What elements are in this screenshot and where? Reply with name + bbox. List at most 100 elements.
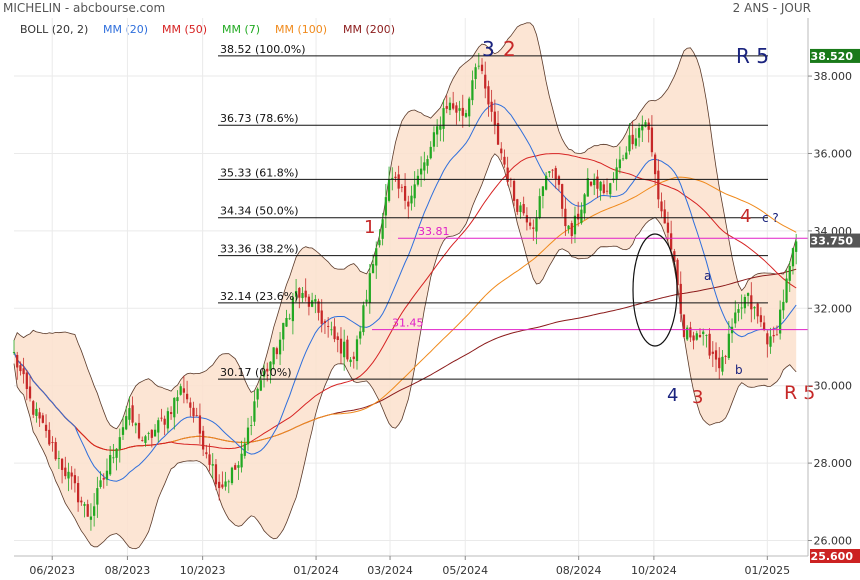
candle-body xyxy=(766,333,769,345)
candle-body xyxy=(205,452,208,455)
candle-body xyxy=(644,122,647,127)
candle-body xyxy=(28,386,32,399)
candle-body xyxy=(182,388,186,393)
candle-body xyxy=(22,368,25,375)
candle-body xyxy=(314,299,317,302)
candle-body xyxy=(487,86,490,105)
candle-body xyxy=(125,416,128,430)
chart-title: MICHELIN - abcbourse.com xyxy=(3,1,166,15)
bollinger-band xyxy=(13,22,797,550)
candle-body xyxy=(359,331,362,339)
x-tick-label: 01/2024 xyxy=(293,564,339,577)
candle-body xyxy=(772,335,775,337)
candle-body xyxy=(16,354,19,368)
candle-body xyxy=(718,357,721,369)
candle-body xyxy=(339,338,343,354)
candle-body xyxy=(439,125,442,130)
candle-body xyxy=(682,314,686,337)
candle-body xyxy=(179,386,182,395)
fib-label: 38.52 (100.0%) xyxy=(220,43,306,56)
candle-body xyxy=(397,174,400,189)
candle-body xyxy=(243,443,246,456)
candle-body xyxy=(102,478,105,480)
candle-body xyxy=(557,176,561,185)
x-tick-label: 06/2023 xyxy=(29,564,75,577)
candle-body xyxy=(689,327,692,338)
y-tick-label: 30.000 xyxy=(814,380,853,393)
x-tick-label: 01/2025 xyxy=(744,564,790,577)
candle-body xyxy=(445,106,448,109)
candle-body xyxy=(605,190,609,192)
bollinger-upper xyxy=(13,22,797,430)
candle-body xyxy=(109,455,112,475)
candle-body xyxy=(561,184,564,209)
candle-body xyxy=(60,458,64,470)
candle-body xyxy=(355,339,359,362)
candle-body xyxy=(493,111,496,126)
legend-mm50: MM (50) xyxy=(162,23,208,36)
candle-body xyxy=(144,436,147,443)
candle-body xyxy=(378,240,381,246)
x-tick-label: 10/2024 xyxy=(631,564,677,577)
candle-body xyxy=(12,352,16,353)
candle-body xyxy=(496,122,500,145)
candle-body xyxy=(750,295,753,310)
candle-body xyxy=(468,98,471,117)
candle-body xyxy=(721,356,724,372)
candle-body xyxy=(602,184,605,194)
candle-body xyxy=(734,312,737,324)
candle-body xyxy=(365,299,368,302)
candle-body xyxy=(599,181,602,191)
y-tick-label: 36.000 xyxy=(814,147,853,160)
candle-body xyxy=(250,425,253,426)
wave-label: 1 xyxy=(364,217,375,238)
horizontal-line-label: 31.45 xyxy=(392,317,424,330)
bollinger-lower xyxy=(13,153,797,550)
candle-body xyxy=(256,388,259,400)
wave-label: 2 xyxy=(503,37,516,61)
candle-body xyxy=(519,205,522,213)
candle-body xyxy=(419,168,423,175)
candle-body xyxy=(535,218,538,232)
candle-body xyxy=(625,152,628,159)
candle-body xyxy=(38,412,41,419)
candle-body xyxy=(192,407,195,417)
candle-body xyxy=(580,209,583,224)
candle-body xyxy=(692,335,695,341)
candle-body xyxy=(262,371,266,377)
candle-body xyxy=(83,504,86,506)
candle-body xyxy=(141,440,144,441)
candle-body xyxy=(304,290,307,298)
candle-body xyxy=(343,341,346,358)
wave-label: c ? xyxy=(762,211,779,225)
candle-body xyxy=(705,334,708,336)
candle-body xyxy=(35,408,38,416)
candle-body xyxy=(782,301,785,311)
candle-body xyxy=(637,128,641,138)
candle-body xyxy=(711,351,714,354)
candle-body xyxy=(202,430,205,450)
candle-body xyxy=(641,124,644,131)
candle-body xyxy=(391,177,394,179)
fibonacci-levels: 38.52 (100.0%) 36.73 (78.6%) 35.33 (61.8%)… xyxy=(218,43,768,380)
candle-body xyxy=(727,333,730,358)
candle-body xyxy=(86,504,89,517)
candlesticks xyxy=(12,52,798,531)
candle-body xyxy=(105,470,109,480)
fib-label: 33.36 (38.2%) xyxy=(220,243,299,256)
candle-body xyxy=(554,168,557,180)
candle-body xyxy=(512,180,516,201)
candle-body xyxy=(506,167,509,182)
candle-body xyxy=(548,171,551,173)
candle-body xyxy=(67,471,70,479)
candle-body xyxy=(330,329,333,331)
candle-body xyxy=(448,102,452,111)
candle-body xyxy=(266,368,269,372)
candle-body xyxy=(230,467,234,484)
candle-body xyxy=(436,126,439,135)
candle-body xyxy=(516,199,519,212)
candle-body xyxy=(99,480,102,487)
candle-body xyxy=(756,303,759,317)
y-axis: 26.00028.00030.00032.00034.00036.00038.0… xyxy=(807,18,860,563)
